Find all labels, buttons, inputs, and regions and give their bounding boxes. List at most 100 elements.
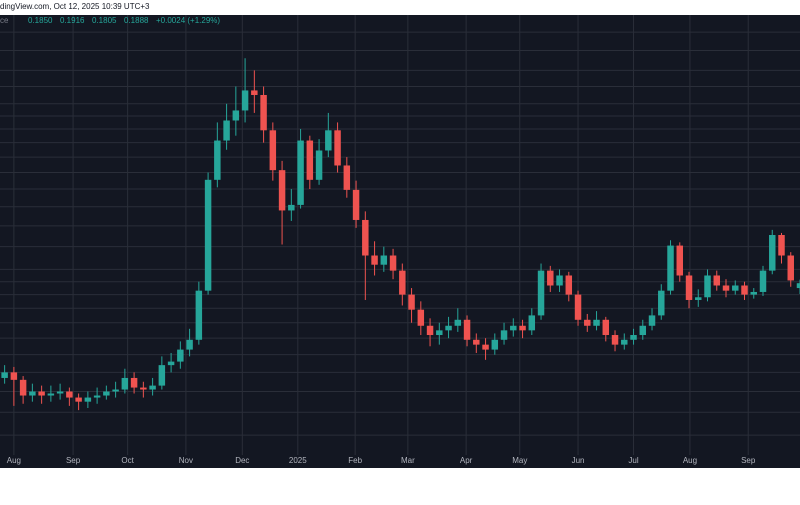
candle-body bbox=[399, 270, 406, 295]
legend-label: ce bbox=[0, 16, 9, 25]
x-tick-label: Apr bbox=[460, 456, 473, 465]
candle-body bbox=[297, 140, 304, 205]
candle-body bbox=[315, 150, 323, 180]
candle-body bbox=[750, 291, 757, 295]
candle-body bbox=[325, 130, 332, 151]
candle-body bbox=[56, 391, 64, 394]
candle-body bbox=[306, 140, 314, 180]
candle-body bbox=[278, 170, 286, 211]
x-tick-label: Aug bbox=[7, 456, 21, 465]
legend-value: 0.1888 bbox=[124, 16, 149, 25]
candle-body bbox=[436, 330, 443, 336]
x-tick-label: Feb bbox=[348, 456, 362, 465]
candle-body bbox=[602, 319, 610, 336]
candle-body bbox=[565, 275, 573, 295]
candle-body bbox=[574, 294, 582, 320]
candle-body bbox=[519, 325, 526, 331]
candle-body bbox=[362, 219, 369, 256]
candle-body bbox=[66, 391, 73, 398]
candle-body bbox=[334, 130, 341, 166]
candle-body bbox=[241, 90, 249, 111]
x-tick-label: Sep bbox=[741, 456, 756, 465]
candle-body bbox=[260, 94, 267, 131]
candle-body bbox=[648, 315, 656, 326]
candle-body bbox=[787, 255, 794, 281]
candle-body bbox=[732, 285, 739, 291]
candle-body bbox=[713, 275, 720, 286]
candle-body bbox=[93, 395, 101, 398]
candle-body bbox=[103, 391, 110, 396]
x-tick-label: Aug bbox=[683, 456, 697, 465]
legend-value: 0.1916 bbox=[60, 16, 85, 25]
candle-body bbox=[19, 379, 27, 396]
candle-body bbox=[232, 110, 240, 121]
candle-body bbox=[380, 255, 388, 265]
x-tick-label: Nov bbox=[179, 456, 193, 465]
candle-body bbox=[454, 319, 462, 326]
candle-body bbox=[195, 290, 203, 340]
candle-body bbox=[214, 140, 221, 180]
candle-body bbox=[269, 130, 277, 171]
candle-body bbox=[223, 120, 230, 141]
candle-body bbox=[759, 270, 767, 292]
candle-body bbox=[389, 255, 397, 271]
x-tick-label: Oct bbox=[121, 456, 134, 465]
candle-body bbox=[343, 165, 351, 190]
candle-body bbox=[445, 325, 452, 331]
candle-body bbox=[593, 319, 600, 326]
chart-title: dingView.com, Oct 12, 2025 10:39 UTC+3 bbox=[0, 2, 150, 11]
candle-body bbox=[84, 397, 92, 402]
candle-body bbox=[778, 234, 785, 256]
legend-change: +0.0024 (+1.29%) bbox=[156, 16, 220, 25]
candle-body bbox=[537, 270, 545, 316]
candle-body bbox=[491, 339, 499, 350]
candle-body bbox=[352, 189, 360, 220]
candle-body bbox=[695, 297, 702, 300]
candle-body bbox=[473, 339, 480, 345]
candle-body bbox=[584, 319, 591, 326]
candle-body bbox=[510, 325, 517, 331]
candle-body bbox=[408, 294, 415, 310]
candle-body bbox=[500, 330, 508, 340]
chart-background bbox=[0, 15, 800, 468]
candle-body bbox=[1, 372, 8, 378]
candle-body bbox=[528, 315, 536, 331]
candle-body bbox=[47, 393, 55, 396]
candle-body bbox=[630, 335, 637, 340]
candle-body bbox=[140, 387, 147, 390]
candle-body bbox=[158, 365, 166, 386]
candle-body bbox=[639, 325, 647, 336]
candle-body bbox=[204, 179, 212, 291]
candle-body bbox=[29, 391, 36, 396]
candle-body bbox=[112, 389, 119, 392]
x-tick-label: Jun bbox=[572, 456, 585, 465]
x-tick-label: 2025 bbox=[289, 456, 307, 465]
candle-body bbox=[251, 90, 258, 95]
x-tick-label: Mar bbox=[401, 456, 415, 465]
candle-body bbox=[75, 397, 82, 402]
candle-body bbox=[417, 309, 425, 326]
candle-body bbox=[704, 275, 711, 298]
candle-body bbox=[621, 339, 628, 345]
x-tick-label: Sep bbox=[66, 456, 81, 465]
x-tick-label: May bbox=[512, 456, 527, 465]
candle-body bbox=[769, 234, 776, 271]
x-tick-label: Jul bbox=[628, 456, 638, 465]
candle-body bbox=[426, 325, 434, 336]
candle-body bbox=[463, 319, 471, 340]
candle-body bbox=[685, 275, 693, 300]
candle-body bbox=[149, 385, 156, 390]
candle-body bbox=[177, 349, 184, 362]
candle-body bbox=[556, 275, 563, 286]
candle-body bbox=[676, 245, 684, 276]
candle-body bbox=[288, 204, 295, 211]
candle-body bbox=[121, 377, 129, 390]
candle-body bbox=[722, 285, 730, 291]
candle-body bbox=[611, 335, 619, 345]
candle-body bbox=[667, 245, 674, 291]
legend-value: 0.1850 bbox=[28, 16, 53, 25]
candle-body bbox=[796, 283, 800, 289]
candle-body bbox=[186, 339, 193, 350]
